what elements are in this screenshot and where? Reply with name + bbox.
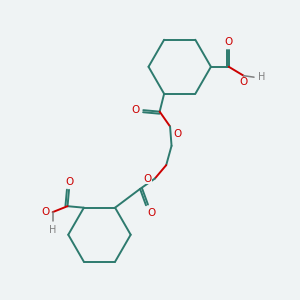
Text: O: O [41,207,50,217]
Text: O: O [239,77,248,87]
Text: O: O [144,173,152,184]
Text: H: H [49,225,56,235]
Text: O: O [65,177,73,187]
Text: O: O [225,38,233,47]
Text: H: H [259,72,266,82]
Text: O: O [173,129,181,139]
Text: O: O [148,208,156,218]
Text: O: O [131,105,140,115]
